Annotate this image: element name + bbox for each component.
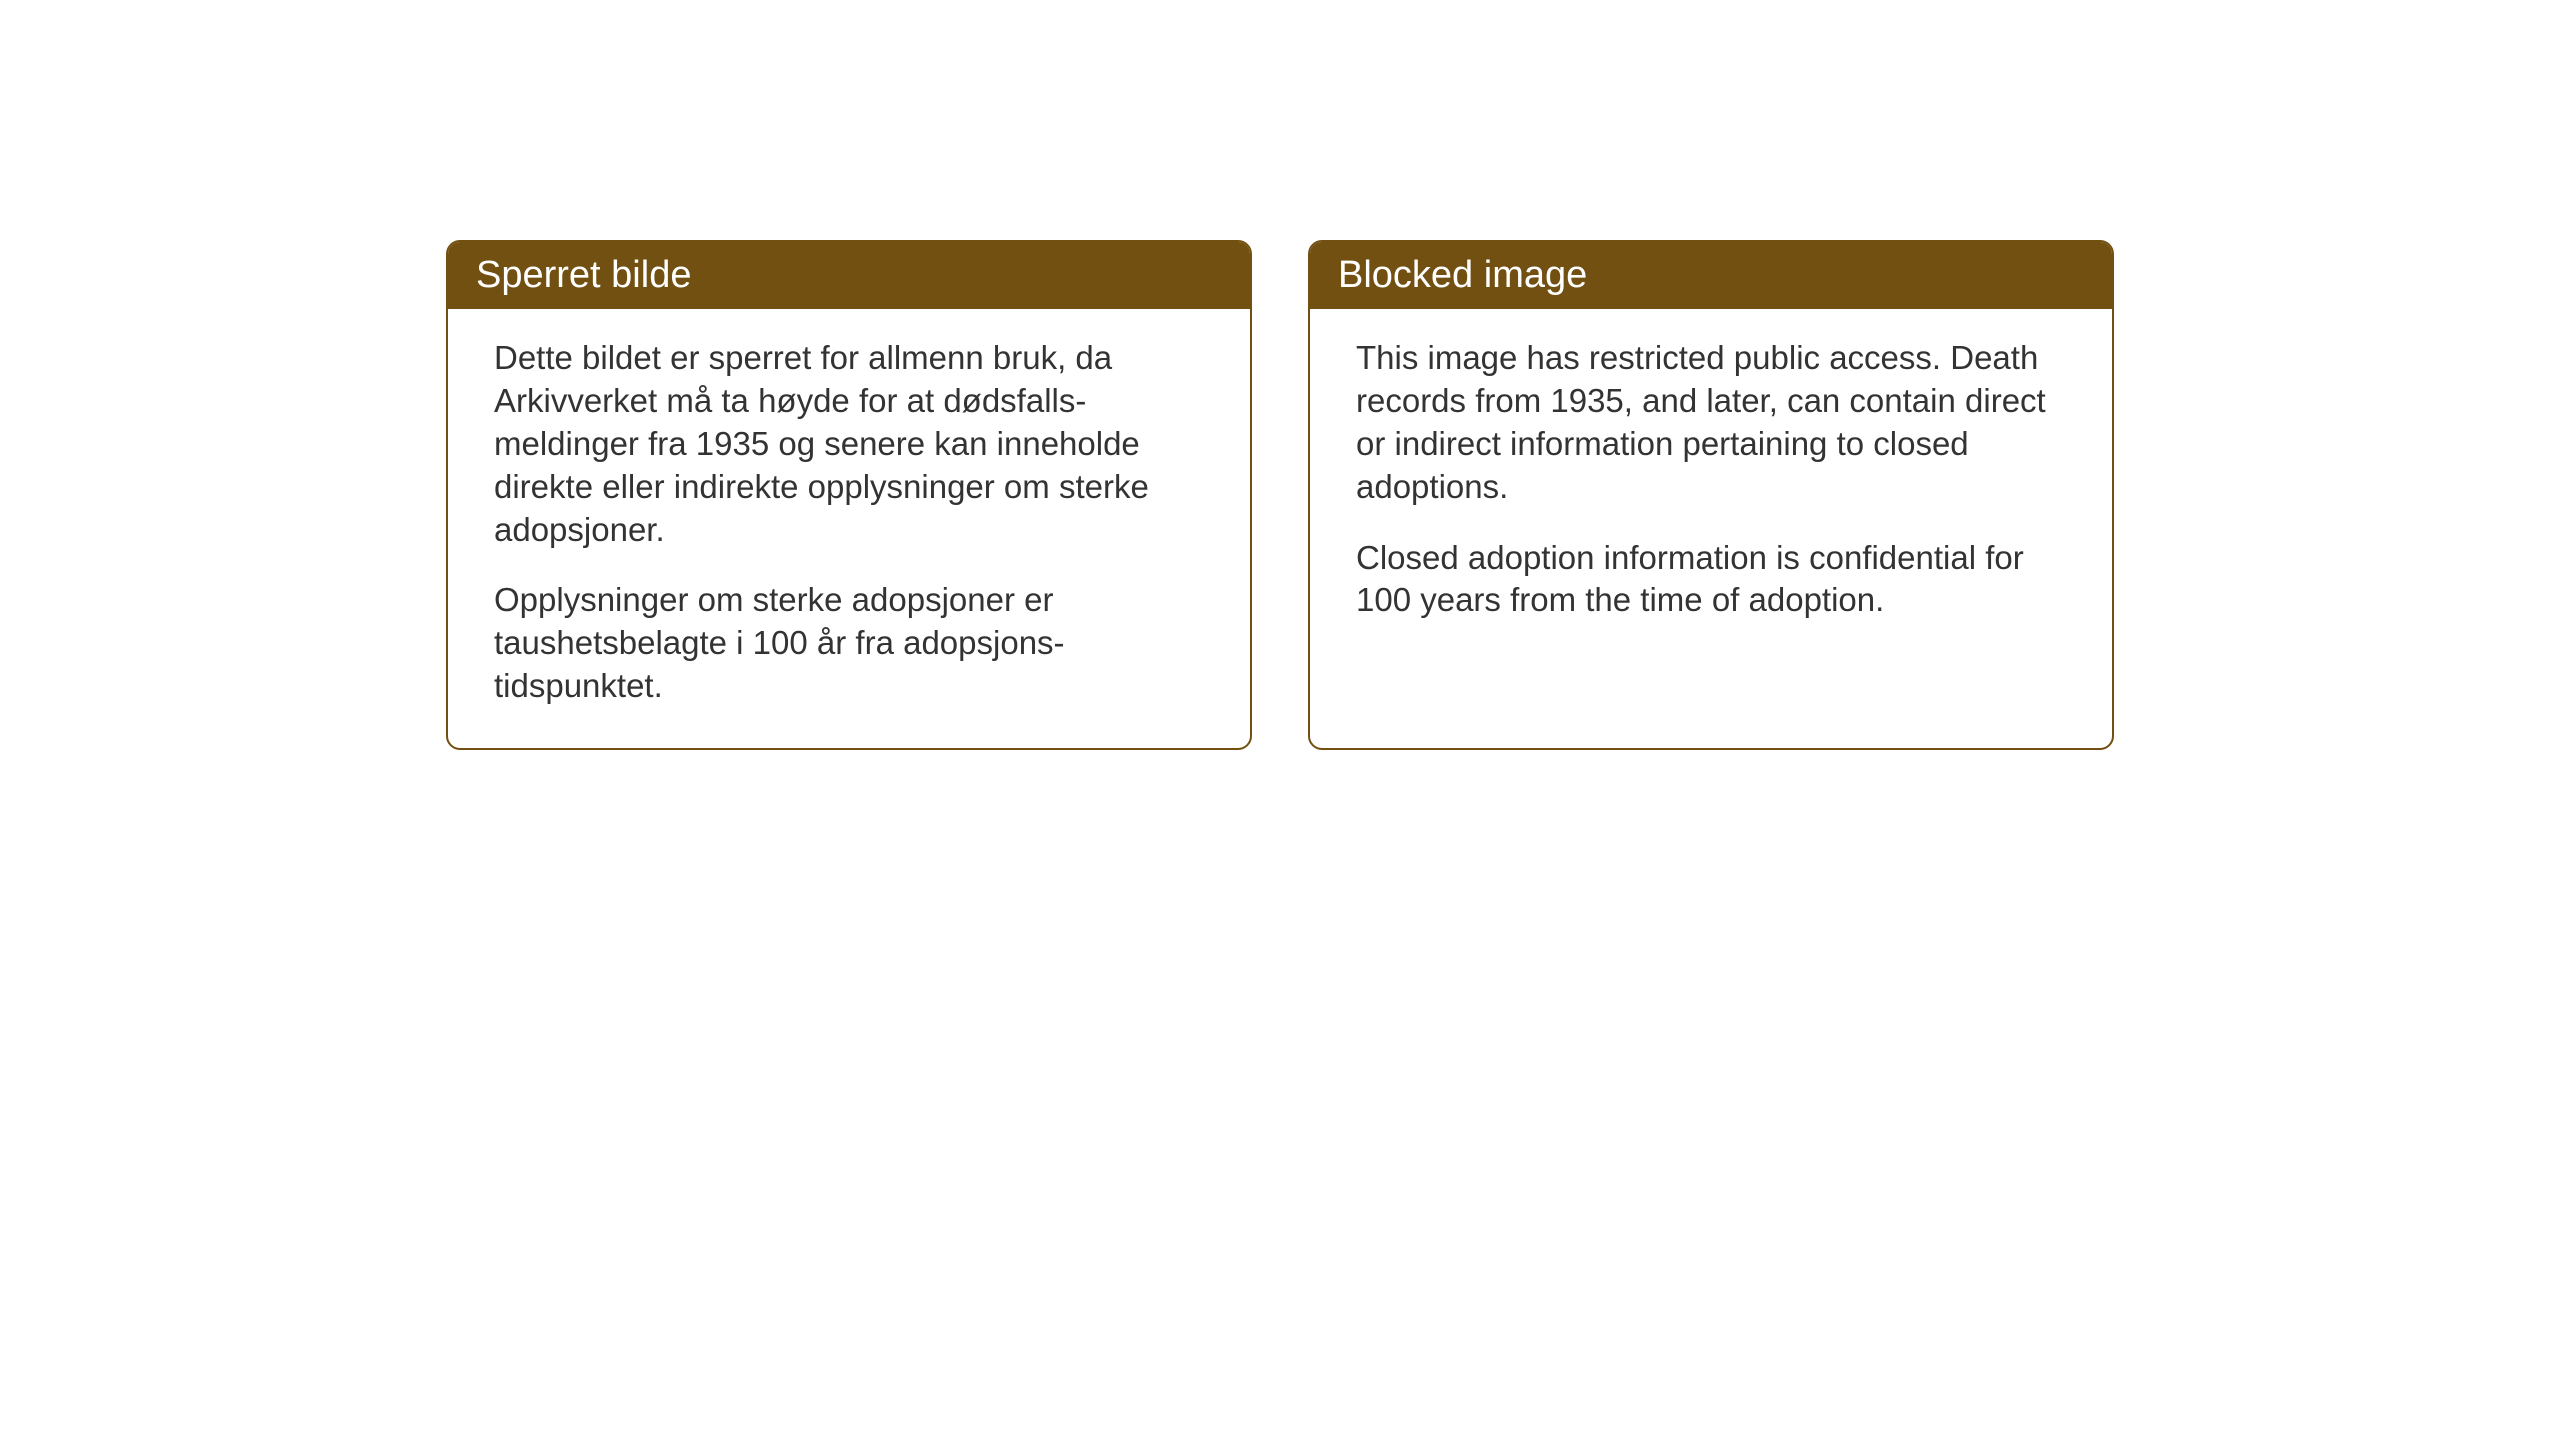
card-header-english: Blocked image xyxy=(1310,242,2112,309)
card-header-norwegian: Sperret bilde xyxy=(448,242,1250,309)
card-paragraph-1-english: This image has restricted public access.… xyxy=(1356,337,2066,509)
card-body-english: This image has restricted public access.… xyxy=(1310,309,2112,748)
card-paragraph-1-norwegian: Dette bildet er sperret for allmenn bruk… xyxy=(494,337,1204,551)
card-paragraph-2-english: Closed adoption information is confident… xyxy=(1356,537,2066,623)
card-norwegian: Sperret bilde Dette bildet er sperret fo… xyxy=(446,240,1252,750)
card-body-norwegian: Dette bildet er sperret for allmenn bruk… xyxy=(448,309,1250,748)
card-title-norwegian: Sperret bilde xyxy=(476,254,691,296)
card-english: Blocked image This image has restricted … xyxy=(1308,240,2114,750)
card-paragraph-2-norwegian: Opplysninger om sterke adopsjoner er tau… xyxy=(494,579,1204,708)
card-title-english: Blocked image xyxy=(1338,254,1587,296)
cards-container: Sperret bilde Dette bildet er sperret fo… xyxy=(446,240,2114,750)
